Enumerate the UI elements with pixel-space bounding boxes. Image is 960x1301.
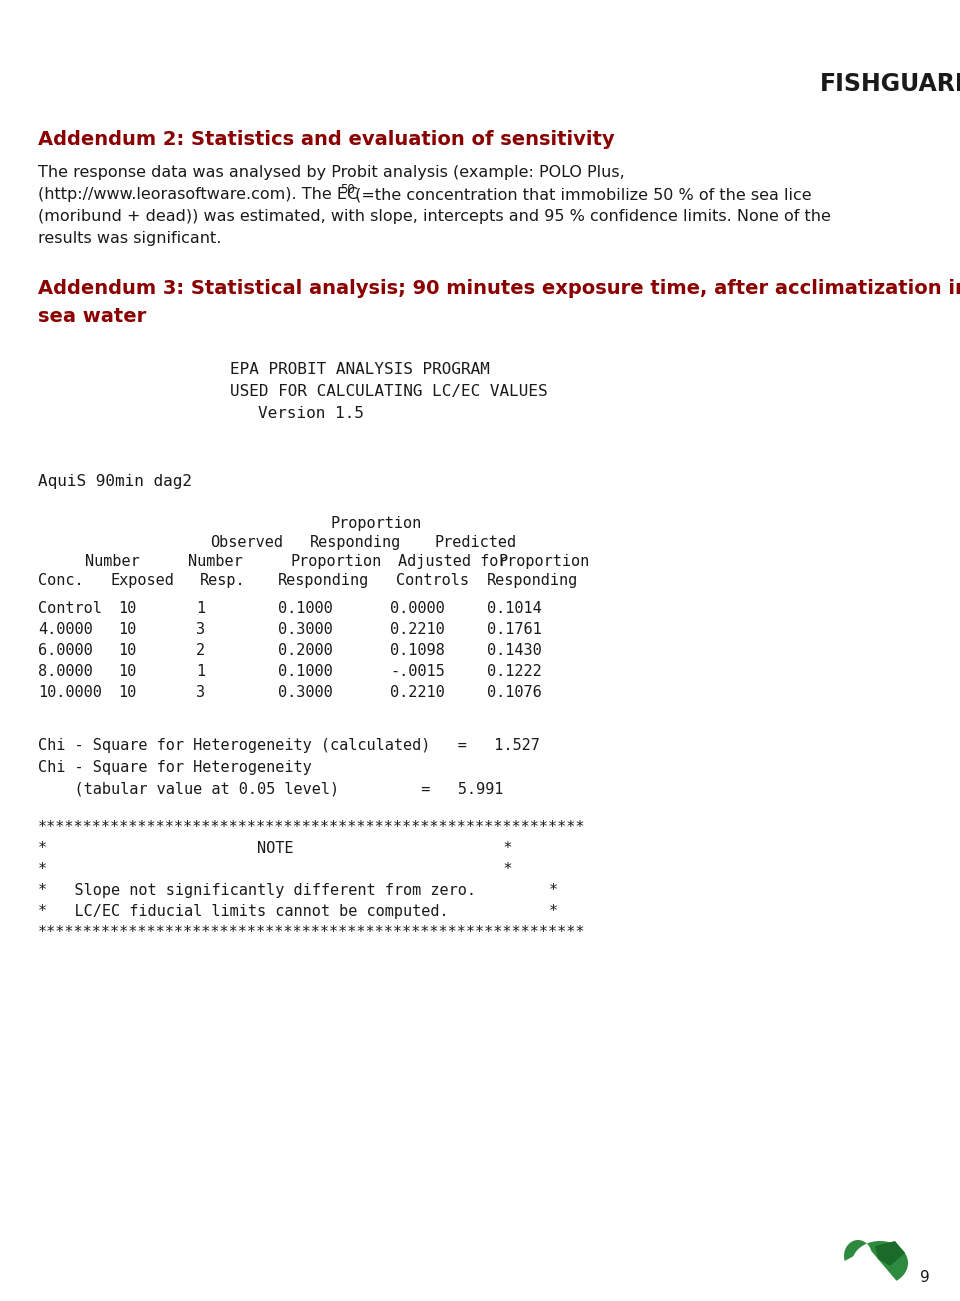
Text: 0.1000: 0.1000 <box>278 601 333 615</box>
Text: 8.0000: 8.0000 <box>38 664 93 679</box>
Text: Controls: Controls <box>396 572 469 588</box>
Text: 3: 3 <box>196 622 205 637</box>
Text: AquiS 90min dag2: AquiS 90min dag2 <box>38 474 192 489</box>
Text: 10: 10 <box>118 622 136 637</box>
Text: Predicted: Predicted <box>435 535 517 550</box>
Text: (http://www.leorasoftware.com). The EC: (http://www.leorasoftware.com). The EC <box>38 187 358 202</box>
Text: ************************************************************: ****************************************… <box>38 820 586 835</box>
Text: Responding: Responding <box>278 572 370 588</box>
Text: The response data was analysed by Probit analysis (example: POLO Plus,: The response data was analysed by Probit… <box>38 165 625 180</box>
Text: Conc.: Conc. <box>38 572 84 588</box>
Text: *   LC/EC fiducial limits cannot be computed.           *: * LC/EC fiducial limits cannot be comput… <box>38 904 558 919</box>
Text: 0.2000: 0.2000 <box>278 643 333 658</box>
Text: (=the concentration that immobilize 50 % of the sea lice: (=the concentration that immobilize 50 %… <box>350 187 811 202</box>
Text: Proportion: Proportion <box>330 516 421 531</box>
Text: EPA PROBIT ANALYSIS PROGRAM: EPA PROBIT ANALYSIS PROGRAM <box>230 362 490 377</box>
Text: 0.2210: 0.2210 <box>390 622 444 637</box>
Text: sea water: sea water <box>38 307 146 327</box>
Text: 10.0000: 10.0000 <box>38 686 102 700</box>
Text: Chi - Square for Heterogeneity: Chi - Square for Heterogeneity <box>38 760 312 775</box>
Text: 50: 50 <box>340 183 355 196</box>
Text: *                       NOTE                       *: * NOTE * <box>38 840 513 856</box>
Text: Chi - Square for Heterogeneity (calculated)   =   1.527: Chi - Square for Heterogeneity (calculat… <box>38 738 540 753</box>
Text: 0.3000: 0.3000 <box>278 686 333 700</box>
Text: Control: Control <box>38 601 102 615</box>
Text: 3: 3 <box>196 686 205 700</box>
Text: 10: 10 <box>118 601 136 615</box>
Text: Observed: Observed <box>210 535 283 550</box>
Text: 6.0000: 6.0000 <box>38 643 93 658</box>
Text: Addendum 2: Statistics and evaluation of sensitivity: Addendum 2: Statistics and evaluation of… <box>38 130 614 150</box>
Text: 0.1000: 0.1000 <box>278 664 333 679</box>
Text: Resp.: Resp. <box>200 572 246 588</box>
Text: USED FOR CALCULATING LC/EC VALUES: USED FOR CALCULATING LC/EC VALUES <box>230 384 547 399</box>
Text: -.0015: -.0015 <box>390 664 444 679</box>
Text: Responding: Responding <box>487 572 578 588</box>
Text: 0.0000: 0.0000 <box>390 601 444 615</box>
Text: results was significant.: results was significant. <box>38 232 222 246</box>
Text: 0.2210: 0.2210 <box>390 686 444 700</box>
Text: 0.3000: 0.3000 <box>278 622 333 637</box>
Text: 4.0000: 4.0000 <box>38 622 93 637</box>
Text: Adjusted for: Adjusted for <box>398 554 508 569</box>
Polygon shape <box>875 1241 905 1266</box>
Text: 0.1222: 0.1222 <box>487 664 541 679</box>
Text: 1: 1 <box>196 664 205 679</box>
Text: 1: 1 <box>196 601 205 615</box>
Text: *                                                  *: * * <box>38 863 513 877</box>
Text: FISHGUARD: FISHGUARD <box>820 72 960 96</box>
Text: *   Slope not significantly different from zero.        *: * Slope not significantly different from… <box>38 883 558 898</box>
Text: Proportion: Proportion <box>498 554 589 569</box>
Polygon shape <box>844 1240 908 1280</box>
Text: 2: 2 <box>196 643 205 658</box>
Text: (tabular value at 0.05 level)         =   5.991: (tabular value at 0.05 level) = 5.991 <box>38 782 503 798</box>
Text: Number: Number <box>85 554 140 569</box>
Text: Version 1.5: Version 1.5 <box>258 406 364 422</box>
Text: 10: 10 <box>118 686 136 700</box>
Text: 0.1098: 0.1098 <box>390 643 444 658</box>
Text: 10: 10 <box>118 664 136 679</box>
Text: Proportion: Proportion <box>290 554 381 569</box>
Text: 10: 10 <box>118 643 136 658</box>
Text: 0.1430: 0.1430 <box>487 643 541 658</box>
Text: 0.1014: 0.1014 <box>487 601 541 615</box>
Text: Addendum 3: Statistical analysis; 90 minutes exposure time, after acclimatizatio: Addendum 3: Statistical analysis; 90 min… <box>38 278 960 298</box>
Text: Exposed: Exposed <box>110 572 174 588</box>
Text: 0.1076: 0.1076 <box>487 686 541 700</box>
Text: ************************************************************: ****************************************… <box>38 925 586 941</box>
Text: 0.1761: 0.1761 <box>487 622 541 637</box>
Text: 9: 9 <box>921 1270 930 1285</box>
Text: Responding: Responding <box>310 535 401 550</box>
Text: (moribund + dead)) was estimated, with slope, intercepts and 95 % confidence lim: (moribund + dead)) was estimated, with s… <box>38 209 830 224</box>
Text: Number: Number <box>188 554 243 569</box>
